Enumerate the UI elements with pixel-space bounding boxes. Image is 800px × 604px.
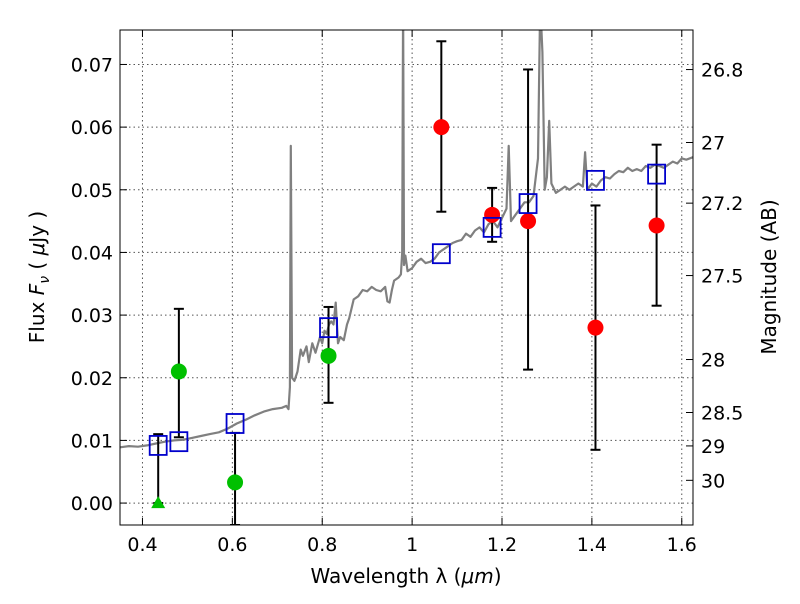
model-photometry-box	[319, 317, 338, 339]
observed-point-red	[648, 217, 665, 234]
model-photometry-box	[482, 216, 502, 238]
y-tick-label: 0.04	[71, 242, 113, 264]
y-tick-label: 0.05	[71, 180, 113, 202]
data-markers	[148, 119, 666, 509]
x-tick-label: 1.2	[487, 534, 517, 556]
model-spectrum-line	[120, 30, 693, 449]
model-photometry-box	[431, 243, 451, 265]
model-photometry-box	[148, 435, 168, 456]
plot-background	[120, 30, 693, 525]
observed-point-green	[227, 474, 244, 491]
x-tick-label: 0.6	[217, 534, 247, 556]
model-photometry-box	[586, 169, 605, 191]
observed-point-red	[484, 206, 501, 223]
x-tick-label: 0.8	[307, 534, 337, 556]
x-tick-label: 1.6	[667, 534, 697, 556]
axis-ticks: 0.4 0.6 0.8 1 1.2 1.4 1.6 0.00 0.01 0.02 0.03 0.04 0…	[71, 30, 743, 556]
x-tick-label: 0.4	[127, 534, 157, 556]
plot-frame	[119, 29, 694, 526]
model-photometry-box	[169, 431, 189, 453]
plot-area	[120, 30, 693, 525]
y2-tick-label: 27.2	[701, 193, 743, 215]
observed-point-green	[320, 347, 337, 364]
observed-point-green	[170, 363, 187, 380]
x-tick-label: 1.4	[577, 534, 607, 556]
y-tick-label: 0.06	[71, 117, 113, 139]
x-axis-label: Wavelength λ (μm)	[310, 564, 501, 588]
upper-limit-triangle	[151, 496, 166, 509]
y2-tick-label: 28.5	[701, 402, 743, 424]
x-tick-label: 1	[406, 534, 418, 556]
y2-tick-label: 26.8	[701, 60, 743, 82]
y-tick-label: 0.00	[71, 493, 113, 515]
y2-tick-label: 27	[701, 132, 725, 154]
y2-axis-label: Magnitude (AB)	[757, 199, 781, 354]
observed-point-red	[587, 319, 604, 336]
y2-tick-label: 30	[701, 470, 725, 492]
y-axis-label: Flux Fν ( μJy )	[25, 211, 53, 343]
observed-point-red	[433, 119, 450, 136]
model-photometry-box	[647, 163, 666, 185]
y-tick-label: 0.02	[71, 368, 113, 390]
y2-tick-label: 27.5	[701, 266, 743, 288]
y-tick-label: 0.03	[71, 305, 113, 327]
model-photometry-box	[518, 193, 538, 214]
y-tick-label: 0.01	[71, 430, 113, 452]
y2-tick-label: 29	[701, 436, 725, 458]
y-tick-label: 0.07	[71, 54, 113, 76]
observed-point-red	[520, 213, 537, 230]
model-photometry-box	[225, 413, 245, 434]
y2-tick-label: 28	[701, 350, 725, 372]
